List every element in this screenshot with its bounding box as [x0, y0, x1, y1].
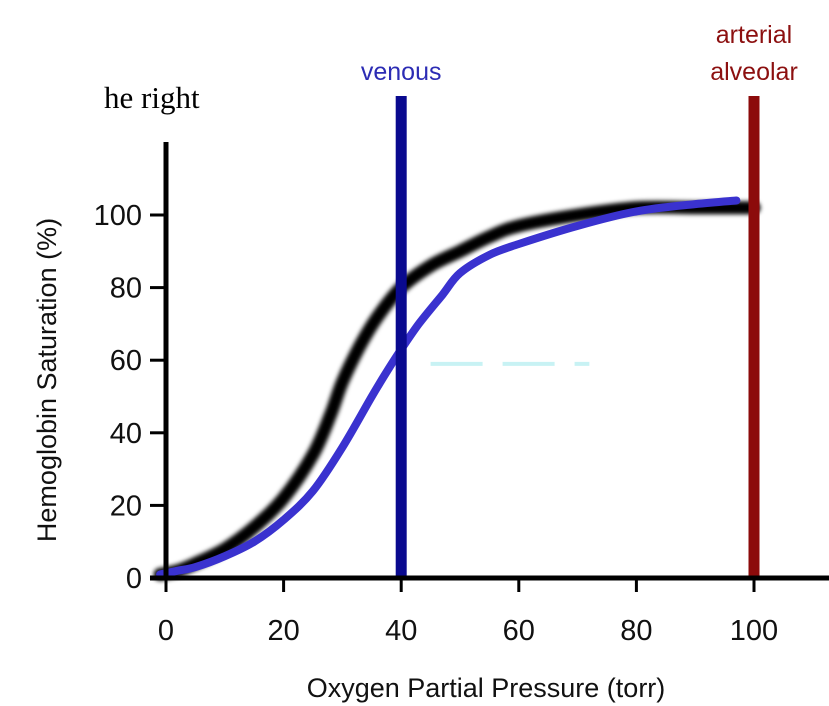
- blue-saturation-curve: [156, 196, 741, 579]
- reference-line-layer: venous arterial alveolar: [361, 21, 798, 578]
- y-tick-label: 100: [94, 200, 142, 232]
- y-tick-label: 40: [110, 418, 142, 450]
- y-tick-label: 20: [110, 490, 142, 522]
- x-axis-title: Oxygen Partial Pressure (torr): [307, 673, 666, 703]
- arterial-label: arterial: [716, 21, 792, 49]
- x-tick-label: 60: [503, 615, 535, 647]
- y-tick-label: 0: [126, 563, 142, 595]
- x-tick-label: 40: [385, 615, 417, 647]
- y-tick-label: 80: [110, 273, 142, 305]
- x-tick-label: 0: [158, 615, 174, 647]
- x-tick-label: 100: [730, 615, 778, 647]
- y-axis-title: Hemoglobin Saturation (%): [32, 218, 62, 542]
- tick-layer: 0 20 40 60 80 100 0 20 40 60 80 100: [94, 200, 779, 647]
- y-tick-label: 60: [110, 345, 142, 377]
- x-tick-label: 20: [267, 615, 299, 647]
- x-tick-label: 80: [620, 615, 652, 647]
- alveolar-label: alveolar: [710, 58, 798, 86]
- curve-layer: [153, 196, 761, 581]
- venous-label: venous: [361, 58, 442, 86]
- cropped-text-fragment: he right: [104, 80, 200, 115]
- black-saturation-curve: [153, 200, 761, 581]
